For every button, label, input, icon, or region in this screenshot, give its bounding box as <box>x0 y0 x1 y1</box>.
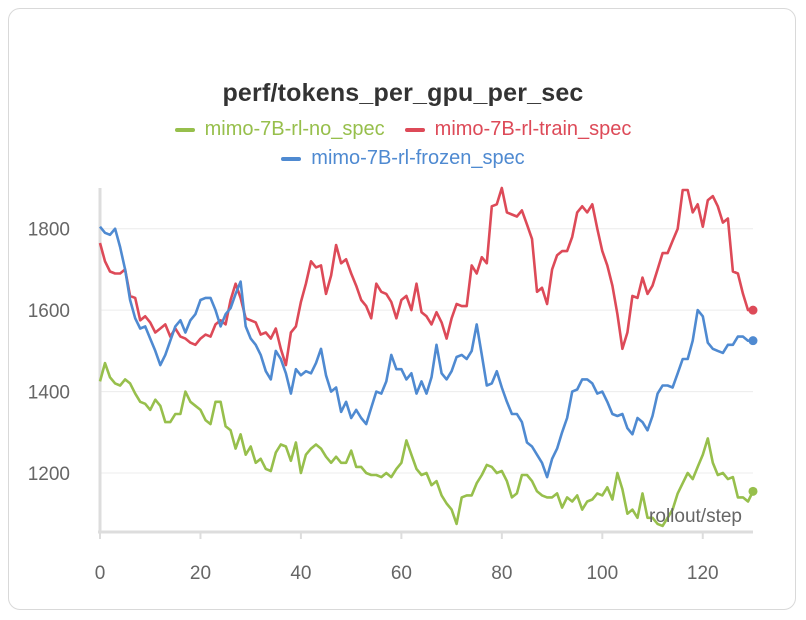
y-tick-label-1800: 1800 <box>28 220 70 241</box>
legend-item-train-spec[interactable]: mimo-7B-rl-train_spec <box>404 118 632 141</box>
x-tick-label-20: 20 <box>190 563 211 584</box>
series-end-point-1 <box>748 305 758 315</box>
grid-lines <box>100 228 753 474</box>
chart-card <box>8 8 796 610</box>
legend-row-2: mimo-7B-rl-frozen_spec <box>0 147 806 170</box>
legend-row-1: mimo-7B-rl-no_spec mimo-7B-rl-train_spec <box>0 118 806 141</box>
series-lines <box>98 186 758 528</box>
series-line-2 <box>98 225 753 479</box>
y-tick-label-1400: 1400 <box>28 383 70 404</box>
x-tick-label-120: 120 <box>687 563 719 584</box>
x-tick-label-0: 0 <box>95 563 106 584</box>
legend-swatch-train-spec <box>404 127 425 132</box>
legend-label-frozen-spec: mimo-7B-rl-frozen_spec <box>311 147 525 169</box>
series-line-1 <box>98 186 753 367</box>
y-tick-label-1600: 1600 <box>28 301 70 322</box>
legend-item-no-spec[interactable]: mimo-7B-rl-no_spec <box>174 118 385 141</box>
legend-label-train-spec: mimo-7B-rl-train_spec <box>434 118 632 140</box>
series-end-point-2 <box>748 336 758 346</box>
legend-swatch-frozen-spec <box>281 156 302 161</box>
x-tick-label-80: 80 <box>491 563 512 584</box>
axes: 1200 1400 1600 1800 0 20 40 60 80 100 120 <box>28 188 753 584</box>
chart-title: perf/tokens_per_gpu_per_sec <box>222 79 584 107</box>
series-end-point-0 <box>748 486 758 496</box>
legend-swatch-no-spec <box>174 127 195 132</box>
x-tick-label-100: 100 <box>586 563 618 584</box>
x-tick-label-40: 40 <box>290 563 311 584</box>
x-tick-label-60: 60 <box>391 563 412 584</box>
y-tick-label-1200: 1200 <box>28 464 70 485</box>
series-line-0 <box>98 361 755 528</box>
legend-item-frozen-spec[interactable]: mimo-7B-rl-frozen_spec <box>281 147 525 170</box>
x-axis-label: rollout/step <box>649 506 742 527</box>
legend-label-no-spec: mimo-7B-rl-no_spec <box>204 118 385 140</box>
